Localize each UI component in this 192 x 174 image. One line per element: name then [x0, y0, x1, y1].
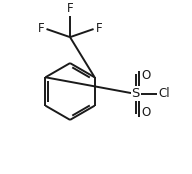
Text: O: O: [142, 69, 151, 82]
Text: Cl: Cl: [159, 87, 170, 100]
Text: F: F: [96, 22, 103, 35]
Text: O: O: [142, 106, 151, 119]
Text: S: S: [132, 87, 140, 100]
Text: F: F: [37, 22, 44, 35]
Text: F: F: [67, 2, 73, 15]
